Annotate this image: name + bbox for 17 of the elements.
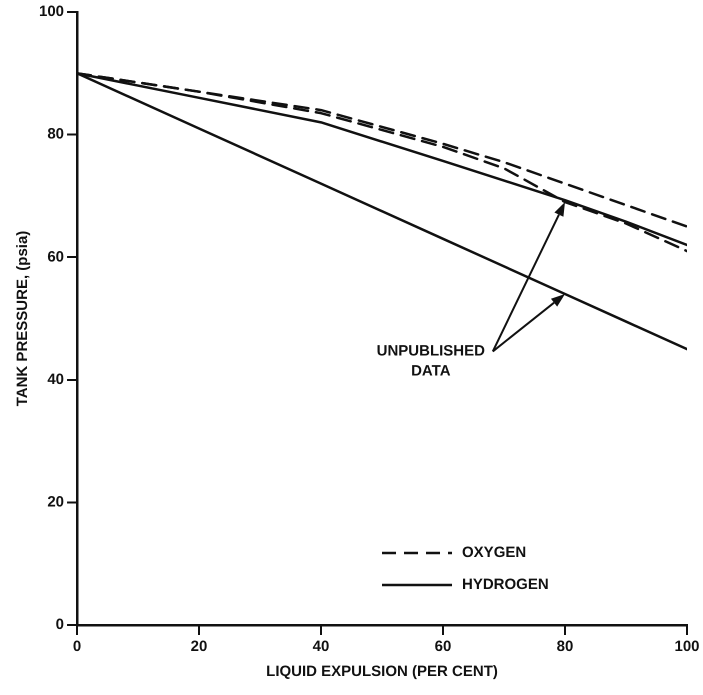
legend-label: OXYGEN: [462, 544, 526, 562]
y-tick-label: 0: [56, 616, 64, 634]
y-tick-label: 40: [47, 370, 64, 388]
annotation: UNPUBLISHED DATA: [376, 342, 486, 380]
x-tick-label: 0: [72, 638, 82, 656]
x-tick-label: 80: [556, 638, 574, 656]
y-tick-label: 80: [47, 126, 64, 143]
legend-label: HYDROGEN: [462, 576, 549, 594]
y-tick-label: 20: [47, 494, 64, 511]
x-axis-title: LIQUID EXPULSION (PER CENT): [266, 663, 498, 680]
y-tick-label: 60: [47, 248, 64, 266]
x-tick-label: 60: [434, 638, 452, 656]
x-tick-label: 100: [674, 638, 700, 656]
y-tick-label: 100: [38, 3, 64, 20]
x-tick-label: 40: [312, 638, 330, 656]
x-tick-label: 20: [190, 638, 208, 656]
y-axis-title: TANK PRESSURE, (psia): [14, 230, 32, 406]
